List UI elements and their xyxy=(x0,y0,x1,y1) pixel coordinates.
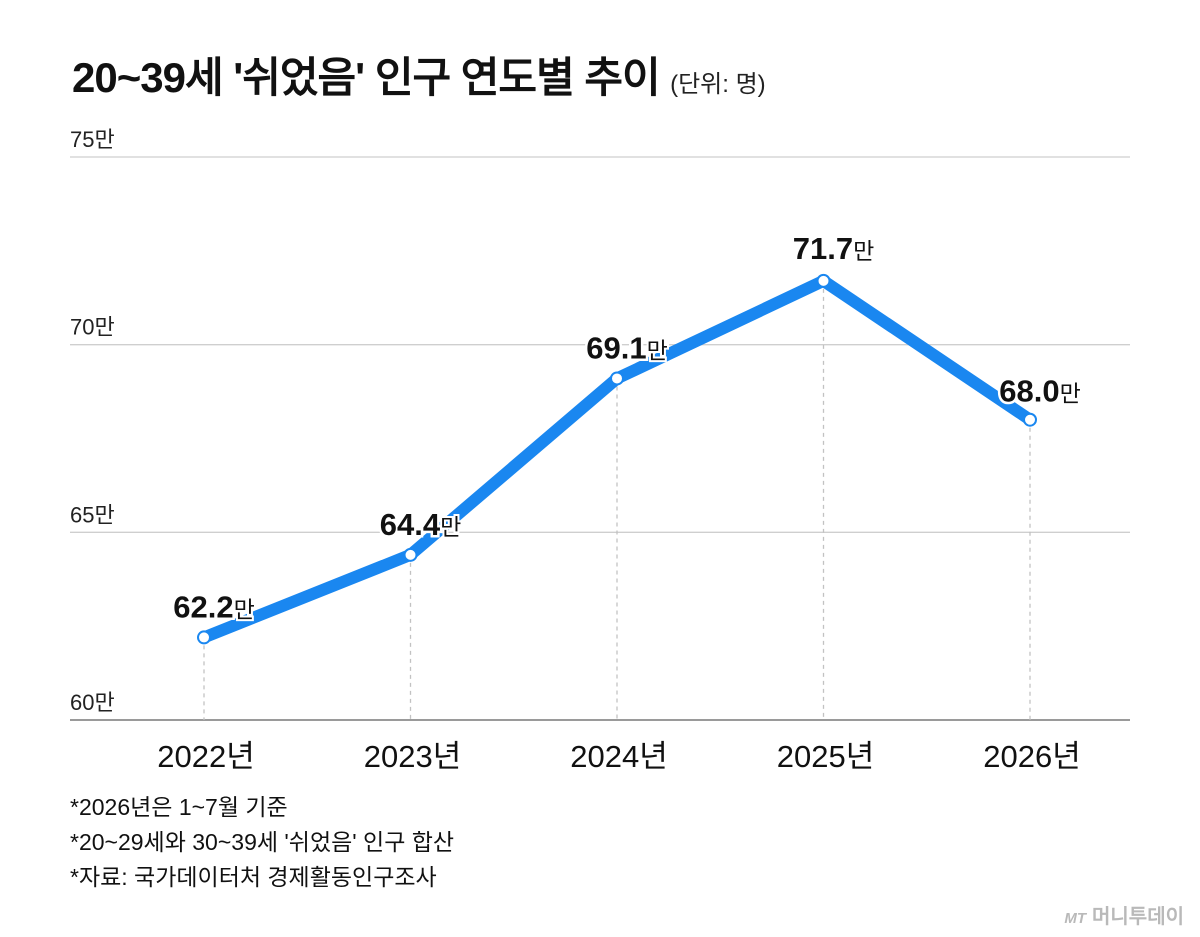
unit-label: (단위: 명) xyxy=(670,71,766,98)
chart-title: 20~39세 '쉬었음' 인구 연도별 추이 xyxy=(72,54,661,101)
data-label: 68.0만 xyxy=(999,374,1081,409)
data-label-value: 68.0 xyxy=(999,374,1059,409)
data-point xyxy=(197,630,211,645)
x-tick-label: 2026년 xyxy=(983,739,1080,774)
data-label-suffix: 만 xyxy=(853,238,874,264)
data-label-suffix: 만 xyxy=(234,596,255,622)
data-label-value: 62.2 xyxy=(173,589,233,624)
brand-logo: MT 머니투데이 xyxy=(1064,900,1184,929)
data-label: 62.2만 xyxy=(173,589,255,624)
data-label: 71.7만 xyxy=(793,231,875,266)
data-label: 64.4만 xyxy=(380,507,462,542)
data-label-value: 69.1 xyxy=(586,330,646,365)
data-point xyxy=(1023,412,1037,427)
footnote: *20~29세와 30~39세 '쉬었음' 인구 합산 xyxy=(70,829,455,855)
y-tick-label: 75만 xyxy=(70,127,115,152)
data-label: 69.1만 xyxy=(586,330,668,365)
data-point xyxy=(816,273,831,288)
data-label-value: 64.4 xyxy=(380,507,441,542)
data-point xyxy=(403,547,418,562)
data-label-suffix: 만 xyxy=(1060,381,1081,407)
data-label-value: 71.7 xyxy=(793,231,853,266)
footnote: *자료: 국가데이터처 경제활동인구조사 xyxy=(70,864,437,890)
footnote: *2026년은 1~7월 기준 xyxy=(70,794,288,820)
x-tick-label: 2022년 xyxy=(157,739,254,774)
line-chart: 75만70만65만60만62.2만64.4만69.1만71.7만68.0만202… xyxy=(70,127,1130,774)
brand-mark: MT xyxy=(1064,910,1086,927)
data-point xyxy=(610,371,624,386)
y-tick-label: 70만 xyxy=(70,315,115,340)
x-tick-label: 2025년 xyxy=(777,739,874,774)
y-tick-label: 65만 xyxy=(70,502,115,527)
data-label-suffix: 만 xyxy=(440,514,461,540)
x-tick-label: 2024년 xyxy=(570,739,667,774)
brand-name: 머니투데이 xyxy=(1092,906,1184,928)
x-tick-label: 2023년 xyxy=(364,739,461,774)
data-label-suffix: 만 xyxy=(647,337,668,363)
y-tick-label: 60만 xyxy=(70,690,115,715)
title-row: 20~39세 '쉬었음' 인구 연도별 추이 (단위: 명) xyxy=(72,44,766,105)
footnotes: *2026년은 1~7월 기준 *20~29세와 30~39세 '쉬었음' 인구… xyxy=(70,790,454,895)
